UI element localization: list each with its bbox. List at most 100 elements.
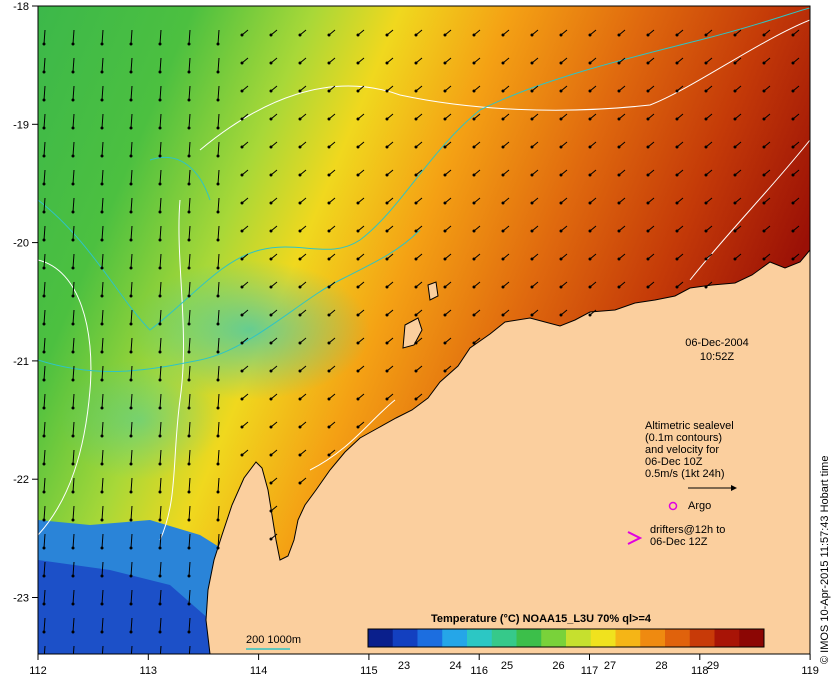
velocity-arrow [385, 85, 394, 93]
velocity-arrow [100, 561, 104, 578]
velocity-arrow [269, 141, 278, 149]
velocity-arrow [71, 281, 75, 298]
velocity-arrow [501, 141, 510, 149]
velocity-arrow [675, 85, 684, 93]
velocity-arrow [269, 281, 278, 289]
velocity-arrow [501, 29, 510, 37]
velocity-arrow [100, 169, 104, 186]
velocity-arrow [791, 57, 800, 65]
velocity-arrow [588, 85, 597, 93]
drifter-label-2: 06-Dec 12Z [650, 536, 708, 548]
velocity-arrow [187, 57, 191, 74]
y-tick-label: -23 [13, 593, 29, 605]
velocity-arrow [269, 113, 278, 121]
colorbar-bin [665, 629, 691, 647]
velocity-arrow [158, 309, 162, 326]
velocity-arrow [675, 57, 684, 65]
velocity-arrow [472, 337, 481, 345]
velocity-arrow [100, 617, 104, 634]
velocity-arrow [414, 169, 423, 177]
velocity-arrow [298, 141, 307, 149]
velocity-arrow [530, 197, 539, 205]
x-tick-label: 114 [250, 665, 268, 677]
velocity-arrow [414, 57, 423, 65]
velocity-arrow [385, 253, 394, 261]
velocity-arrow [269, 57, 278, 65]
velocity-arrow [675, 113, 684, 121]
velocity-arrow [298, 477, 307, 485]
velocity-arrow [327, 29, 336, 37]
velocity-arrow [298, 281, 307, 289]
velocity-arrow [71, 393, 75, 410]
velocity-arrow [187, 505, 191, 522]
velocity-arrow [216, 113, 220, 130]
island-2 [427, 281, 439, 301]
velocity-arrow [187, 589, 191, 606]
velocity-arrow [559, 57, 568, 65]
velocity-arrow [42, 449, 46, 466]
velocity-arrow [158, 365, 162, 382]
velocity-arrow [72, 645, 75, 654]
velocity-arrow [158, 533, 162, 550]
velocity-arrow [216, 505, 220, 522]
teal-water-patch-2 [60, 360, 220, 480]
velocity-arrow [71, 449, 75, 466]
velocity-arrow [100, 421, 104, 438]
colorbar-bin [417, 629, 443, 647]
velocity-arrow [240, 225, 249, 233]
sealevel-contours [38, 19, 810, 541]
colorbar-tick-label: 24 [449, 660, 461, 672]
velocity-arrow [733, 141, 742, 149]
velocity-arrow [472, 57, 481, 65]
velocity-arrow [100, 281, 104, 298]
velocity-arrow [443, 85, 452, 93]
colorbar-frame [367, 628, 765, 648]
velocity-arrow [158, 141, 162, 158]
velocity-arrow [129, 253, 133, 270]
velocity-arrow [327, 169, 336, 177]
velocity-arrow [646, 197, 655, 205]
velocity-arrow [71, 113, 75, 130]
info-line-2: (0.1m contours) [645, 432, 722, 444]
velocity-arrow [791, 141, 800, 149]
colorbar-tick-label: 26 [552, 660, 564, 672]
velocity-arrow [187, 477, 191, 494]
velocity-arrow [559, 113, 568, 121]
velocity-arrow [187, 309, 191, 326]
velocity-arrow [100, 309, 104, 326]
velocity-arrow [356, 225, 365, 233]
velocity-arrow [327, 449, 336, 457]
velocity-arrow [675, 225, 684, 233]
velocity-arrow [298, 169, 307, 177]
velocity-arrow [385, 29, 394, 37]
velocity-arrow [216, 533, 220, 550]
velocity-arrow [42, 281, 46, 298]
velocity-arrow [298, 421, 307, 429]
velocity-arrow [216, 85, 220, 102]
velocity-arrow [71, 617, 75, 634]
velocity-arrow [129, 337, 133, 354]
velocity-arrow [130, 645, 133, 654]
velocity-arrow [356, 141, 365, 149]
colorbar-bin [392, 629, 418, 647]
velocity-arrow [646, 57, 655, 65]
isobath-label: 200 1000m [246, 634, 301, 646]
velocity-arrow [269, 337, 278, 345]
velocity-arrow [100, 197, 104, 214]
velocity-arrow [71, 169, 75, 186]
velocity-arrow [733, 253, 742, 261]
velocity-arrow [559, 29, 568, 37]
velocity-arrow [187, 449, 191, 466]
velocity-arrow [472, 141, 481, 149]
velocity-arrow [617, 57, 626, 65]
velocity-arrow [327, 421, 336, 429]
velocity-arrow [100, 533, 104, 550]
velocity-arrow [733, 169, 742, 177]
velocity-arrow [501, 113, 510, 121]
velocity-arrow [704, 85, 713, 93]
velocity-arrow [588, 29, 597, 37]
velocity-arrow [71, 225, 75, 242]
velocity-arrow [414, 281, 423, 289]
velocity-arrow [100, 393, 104, 410]
